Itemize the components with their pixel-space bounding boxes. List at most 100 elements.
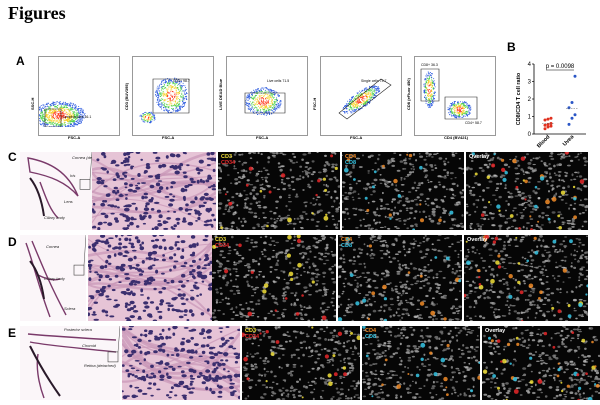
nucleus-signal bbox=[284, 380, 286, 383]
point-blood-2 bbox=[550, 125, 553, 128]
nucleus-signal bbox=[581, 254, 584, 256]
nucleus-signal bbox=[579, 175, 582, 177]
marker-signal bbox=[407, 373, 409, 375]
nucleus-signal bbox=[280, 251, 284, 253]
nucleus-signal bbox=[513, 298, 515, 300]
nucleus-signal bbox=[316, 344, 318, 346]
nucleus-signal bbox=[243, 162, 247, 164]
nucleus-signal bbox=[540, 392, 543, 394]
nucleus-signal bbox=[578, 390, 580, 393]
panel-c-label: C bbox=[8, 150, 17, 164]
nucleus-signal bbox=[239, 304, 242, 306]
nucleus-signal bbox=[358, 198, 361, 200]
nucleus-signal bbox=[222, 275, 225, 277]
cell-nucleus bbox=[169, 256, 173, 259]
cell-nucleus bbox=[174, 165, 177, 169]
nucleus-signal bbox=[415, 159, 417, 161]
nucleus-signal bbox=[576, 328, 579, 330]
nucleus-signal bbox=[436, 381, 439, 382]
marker-signal bbox=[501, 159, 504, 162]
nucleus-signal bbox=[521, 236, 525, 238]
marker-signal bbox=[510, 214, 514, 218]
cell-nucleus bbox=[144, 193, 148, 196]
marker-signal bbox=[578, 303, 582, 307]
nucleus-signal bbox=[341, 271, 345, 273]
nucleus-signal bbox=[482, 267, 485, 269]
nucleus-signal bbox=[322, 239, 324, 240]
nucleus-signal bbox=[323, 184, 325, 186]
nucleus-signal bbox=[345, 349, 349, 351]
cell-nucleus bbox=[153, 258, 156, 262]
nucleus-signal bbox=[316, 199, 318, 201]
nucleus-signal bbox=[462, 344, 464, 347]
nucleus-signal bbox=[385, 184, 387, 185]
nucleus-signal bbox=[322, 295, 325, 296]
marker-signal bbox=[507, 343, 510, 346]
nucleus-signal bbox=[487, 243, 489, 244]
nucleus-signal bbox=[381, 391, 384, 393]
cell-nucleus bbox=[131, 178, 135, 180]
nucleus-signal bbox=[345, 398, 347, 400]
nucleus-signal bbox=[486, 187, 490, 188]
cell-nucleus bbox=[188, 222, 194, 226]
nucleus-signal bbox=[219, 254, 222, 257]
nucleus-signal bbox=[279, 169, 282, 172]
nucleus-signal bbox=[391, 289, 394, 291]
nucleus-signal bbox=[380, 205, 383, 207]
nucleus-signal bbox=[444, 163, 447, 166]
nucleus-signal bbox=[262, 184, 264, 185]
nucleus-signal bbox=[332, 293, 334, 295]
nucleus-signal bbox=[366, 183, 369, 186]
nucleus-signal bbox=[396, 190, 400, 192]
nucleus-signal bbox=[272, 155, 276, 157]
marker-signal bbox=[260, 332, 262, 334]
cell-nucleus bbox=[126, 288, 130, 291]
nucleus-signal bbox=[482, 224, 484, 225]
nucleus-signal bbox=[309, 251, 311, 253]
cell-nucleus bbox=[182, 395, 188, 397]
nucleus-signal bbox=[386, 244, 388, 246]
nucleus-signal bbox=[428, 346, 430, 349]
nucleus-signal bbox=[526, 347, 530, 349]
nucleus-signal bbox=[292, 394, 295, 396]
nucleus-signal bbox=[536, 397, 540, 398]
nucleus-signal bbox=[287, 287, 290, 290]
nucleus-signal bbox=[251, 365, 255, 368]
cell-nucleus bbox=[191, 181, 196, 184]
nucleus-signal bbox=[582, 374, 585, 377]
nucleus-signal bbox=[533, 240, 536, 241]
nucleus-signal bbox=[430, 220, 434, 223]
cell-nucleus bbox=[94, 302, 98, 304]
nucleus-signal bbox=[233, 168, 237, 169]
nucleus-signal bbox=[458, 266, 461, 268]
nucleus-signal bbox=[289, 159, 291, 160]
point-uvea-2 bbox=[574, 113, 577, 116]
nucleus-signal bbox=[302, 153, 306, 155]
nucleus-signal bbox=[573, 254, 577, 256]
nucleus-signal bbox=[567, 335, 570, 337]
nucleus-signal bbox=[340, 304, 342, 306]
nucleus-signal bbox=[347, 304, 349, 306]
nucleus-signal bbox=[496, 393, 500, 396]
nucleus-signal bbox=[274, 375, 277, 377]
nucleus-signal bbox=[492, 260, 495, 262]
nucleus-signal bbox=[429, 287, 432, 290]
nucleus-signal bbox=[561, 179, 565, 181]
nucleus-signal bbox=[224, 209, 227, 210]
nucleus-signal bbox=[360, 224, 362, 226]
nucleus-signal bbox=[402, 290, 405, 293]
nucleus-signal bbox=[399, 282, 402, 283]
p-value-annotation: p = 0.0098 bbox=[546, 64, 575, 70]
cell-nucleus bbox=[163, 220, 167, 224]
nucleus-signal bbox=[387, 343, 391, 345]
nucleus-signal bbox=[520, 318, 523, 320]
nucleus-signal bbox=[392, 257, 396, 259]
cell-nucleus bbox=[155, 270, 158, 274]
nucleus-signal bbox=[240, 221, 242, 223]
nucleus-signal bbox=[515, 180, 517, 182]
nucleus-signal bbox=[579, 204, 583, 206]
nucleus-signal bbox=[470, 223, 473, 225]
nucleus-signal bbox=[490, 204, 492, 205]
nucleus-signal bbox=[364, 225, 367, 227]
nucleus-signal bbox=[212, 272, 216, 274]
